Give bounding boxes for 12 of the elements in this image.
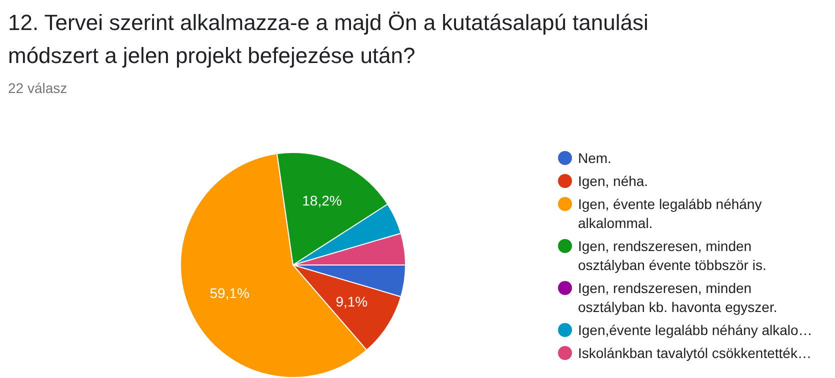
- text: 22 válasz: [8, 80, 68, 96]
- legend-label: Nem.: [578, 150, 612, 166]
- legend-label: Igen, néha.: [578, 173, 648, 189]
- legend-label: Igen, rendszeresen, minden osztályban évente többször is.: [578, 238, 766, 273]
- legend-label: Igen,évente legalább néhány alkalo…: [578, 322, 812, 338]
- data-label: 59,1%: [210, 284, 250, 301]
- data-label: 9,1%: [336, 294, 368, 310]
- legend-label: Igen, rendszeresen, minden osztályban kb. havonta egyszer.: [578, 280, 778, 315]
- chart-title: 12. Tervei szerint alkalmazza-e a majd Ön a kutatásalapú tanulási módszert a jelen projekt befejezése után?: [8, 9, 650, 70]
- legend-label: Igen, évente legalább néhány alkalommal.: [578, 196, 762, 231]
- legend-label: Iskolánkban tavalytól csökkentették…: [578, 345, 812, 361]
- data-label: 18,2%: [302, 192, 342, 208]
